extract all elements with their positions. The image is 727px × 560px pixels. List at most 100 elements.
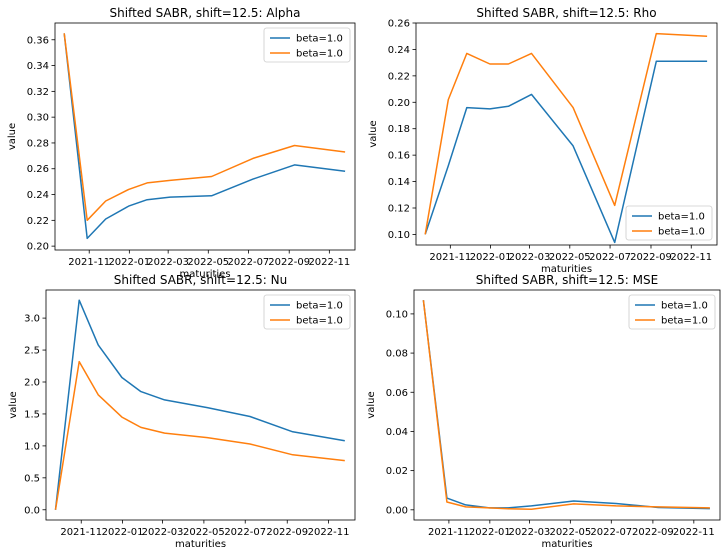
x-tick-label: 2022-01 [470, 252, 512, 263]
x-tick-label: 2022-03 [509, 527, 551, 538]
y-tick-label: 0.00 [386, 505, 408, 516]
legend: beta=1.0 beta=1.0 [625, 205, 713, 241]
x-tick-label: 2022-07 [590, 527, 632, 538]
legend-label: beta=1.0 [661, 301, 708, 312]
y-tick-label: 0.5 [24, 473, 40, 484]
y-tick-label: 0.18 [388, 124, 410, 135]
series-line-2 [422, 300, 710, 510]
subplot-1: 0.20 0.22 0.24 0.26 0.28 0.30 0.32 0.34 0.36 2021… [7, 6, 356, 280]
x-tick-label: 2021-11 [429, 252, 471, 263]
y-tick-label: 0.12 [388, 204, 410, 215]
y-tick-label: 0.02 [386, 466, 408, 477]
x-axis-label: maturities [541, 264, 592, 275]
x-tick-label: 2021-11 [428, 527, 470, 538]
chart-title: Shifted SABR, shift=12.5: Rho [476, 6, 656, 20]
legend: beta=1.0 beta=1.0 [628, 294, 716, 330]
y-tick-label: 0.04 [386, 427, 408, 438]
series-line-1 [424, 60, 708, 244]
y-axis-label: value [7, 123, 18, 150]
axes-frame [413, 289, 721, 521]
series-line-2 [63, 33, 346, 222]
x-tick-label: 2022-07 [228, 257, 270, 268]
y-tick-label: 0.28 [27, 138, 49, 149]
y-tick-label: 0.32 [27, 87, 49, 98]
x-tick-label: 2022-05 [183, 527, 225, 538]
x-tick-label: 2022-01 [108, 257, 150, 268]
legend-label: beta=1.0 [296, 316, 343, 327]
y-tick-label: 0.0 [24, 505, 40, 516]
x-tick-label: 2022-09 [632, 527, 674, 538]
series-line-2 [54, 360, 345, 510]
y-tick-label: 0.16 [388, 151, 410, 162]
y-tick-label: 0.34 [27, 61, 49, 72]
y-tick-label: 0.20 [388, 98, 410, 109]
x-tick-label: 2022-05 [187, 257, 229, 268]
legend-label: beta=1.0 [296, 49, 343, 60]
legend-label: beta=1.0 [661, 316, 708, 327]
axes-frame [54, 22, 356, 251]
legend: beta=1.0 beta=1.0 [263, 294, 351, 330]
y-tick-label: 1.5 [24, 409, 40, 420]
y-tick-label: 0.06 [386, 388, 408, 399]
x-axis-label: maturities [179, 269, 230, 280]
x-tick-label: 2022-03 [142, 527, 184, 538]
legend: beta=1.0 beta=1.0 [263, 27, 351, 63]
y-tick-label: 3.0 [24, 314, 40, 325]
x-tick-label: 2022-01 [102, 527, 144, 538]
axes-frame [415, 22, 718, 246]
series-line-1 [422, 300, 710, 510]
x-tick-label: 2022-11 [308, 257, 350, 268]
x-tick-label: 2022-09 [268, 257, 310, 268]
y-tick-label: 0.24 [388, 45, 410, 56]
y-tick-label: 2.5 [24, 346, 40, 357]
y-tick-label: 1.0 [24, 441, 40, 452]
series-line-1 [54, 299, 345, 510]
legend-label: beta=1.0 [296, 301, 343, 312]
y-axis-label: value [368, 120, 379, 147]
y-tick-label: 0.08 [386, 349, 408, 360]
y-tick-label: 0.30 [27, 113, 49, 124]
legend-label: beta=1.0 [658, 227, 705, 238]
x-tick-label: 2022-11 [670, 252, 712, 263]
x-tick-label: 2022-11 [673, 527, 715, 538]
series-line-1 [63, 33, 346, 240]
subplot-2: 0.10 0.12 0.14 0.16 0.18 0.20 0.22 0.24 0.26 2021… [368, 6, 718, 275]
x-tick-label: 2022-05 [549, 527, 591, 538]
y-tick-label: 0.26 [388, 19, 410, 30]
y-tick-label: 0.14 [388, 177, 410, 188]
y-tick-label: 0.36 [27, 35, 49, 46]
x-tick-label: 2021-11 [68, 257, 110, 268]
x-tick-label: 2022-03 [147, 257, 189, 268]
y-tick-label: 0.26 [27, 164, 49, 175]
x-tick-label: 2022-07 [589, 252, 631, 263]
axes-frame [45, 289, 356, 521]
x-tick-label: 2022-09 [630, 252, 672, 263]
x-tick-label: 2022-03 [509, 252, 551, 263]
chart-title: Shifted SABR, shift=12.5: MSE [476, 273, 658, 287]
legend-label: beta=1.0 [658, 212, 705, 223]
y-tick-label: 0.22 [388, 71, 410, 82]
x-tick-label: 2022-05 [549, 252, 591, 263]
x-tick-label: 2022-09 [266, 527, 308, 538]
y-tick-label: 0.20 [27, 242, 49, 253]
y-tick-label: 0.10 [388, 230, 410, 241]
x-axis-label: maturities [175, 539, 226, 550]
y-tick-label: 2.0 [24, 378, 40, 389]
chart-title: Shifted SABR, shift=12.5: Nu [114, 273, 287, 287]
legend-label: beta=1.0 [296, 34, 343, 45]
y-tick-label: 0.24 [27, 190, 49, 201]
series-line-2 [424, 32, 708, 235]
y-tick-label: 0.10 [386, 309, 408, 320]
x-tick-label: 2022-11 [308, 527, 350, 538]
y-tick-label: 0.22 [27, 216, 49, 227]
y-axis-label: value [8, 391, 19, 418]
x-axis-label: maturities [541, 539, 592, 550]
x-tick-label: 2021-11 [60, 527, 102, 538]
y-axis-label: value [366, 391, 377, 418]
x-tick-label: 2022-07 [224, 527, 266, 538]
chart-title: Shifted SABR, shift=12.5: Alpha [110, 6, 301, 20]
